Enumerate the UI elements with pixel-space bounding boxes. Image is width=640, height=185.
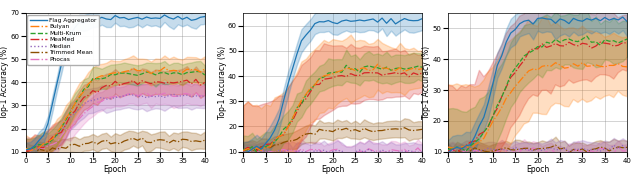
Title: (a) $f = 1$: (a) $f = 1$	[97, 184, 134, 185]
X-axis label: Epoch: Epoch	[526, 165, 549, 174]
Title: (b) $f = 2$: (b) $f = 2$	[314, 184, 351, 185]
X-axis label: Epoch: Epoch	[104, 165, 127, 174]
X-axis label: Epoch: Epoch	[321, 165, 344, 174]
Y-axis label: Top-1 Accuracy (%): Top-1 Accuracy (%)	[422, 46, 431, 119]
Legend: Flag Aggregator, Bulyan, Multi-Krum, MeaMed, Median, Trimmed Mean, Phocas: Flag Aggregator, Bulyan, Multi-Krum, Mea…	[28, 15, 99, 65]
Y-axis label: Top-1 Accuracy (%): Top-1 Accuracy (%)	[0, 46, 9, 119]
Title: (c) $f = 3$: (c) $f = 3$	[520, 184, 556, 185]
Y-axis label: Top-1 Accuracy (%): Top-1 Accuracy (%)	[218, 46, 227, 119]
